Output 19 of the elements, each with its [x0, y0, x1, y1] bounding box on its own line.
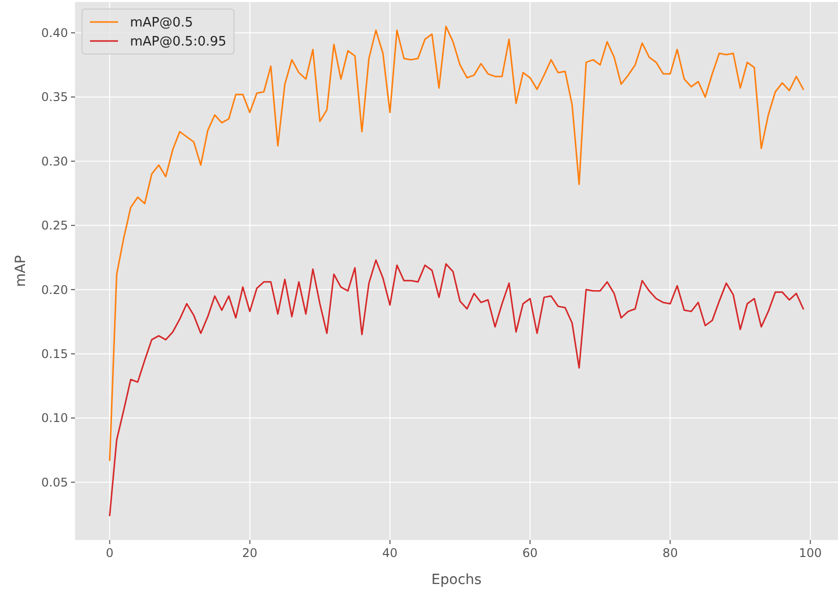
y-tick-label: 0.10 [41, 411, 68, 426]
y-tick-label: 0.40 [41, 26, 68, 40]
x-tick-label: 0 [106, 546, 114, 560]
legend-label: mAP@0.5:0.95 [130, 34, 226, 50]
y-tick-label: 0.15 [41, 347, 68, 362]
x-tick-label: 100 [798, 546, 822, 560]
y-tick-label: 0.35 [41, 90, 68, 104]
line-series [108, 259, 804, 516]
legend-label: mAP@0.5 [130, 16, 194, 31]
y-tick-label: 0.05 [41, 475, 68, 490]
y-tick-label: 0.25 [41, 218, 68, 233]
y-tick-label: 0.30 [41, 154, 68, 168]
x-tick-label: 80 [662, 546, 678, 560]
x-tick-label: 40 [382, 546, 398, 560]
x-axis-title: Epochs [431, 572, 482, 588]
x-tick-label: 60 [522, 546, 538, 560]
x-tick-label: 20 [242, 546, 258, 560]
y-axis-title: mAP [13, 255, 29, 287]
y-tick-label: 0.20 [41, 282, 68, 297]
